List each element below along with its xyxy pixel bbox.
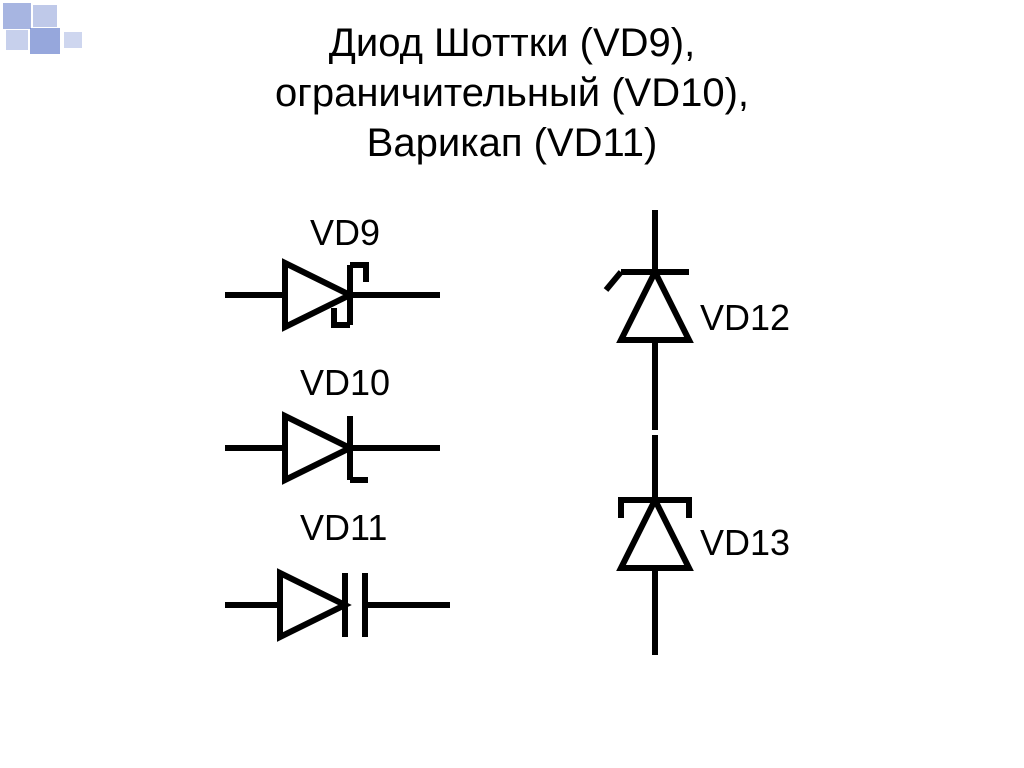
label-vd10: VD10 xyxy=(300,362,390,403)
title-line-1: Диод Шоттки (VD9), xyxy=(329,21,695,65)
symbol-vd13-tunnel: VD13 xyxy=(621,435,790,655)
label-vd13: VD13 xyxy=(700,522,790,563)
diode-symbols-diagram: VD9 VD10 VD11 VD12 xyxy=(0,210,1024,750)
vd10-triangle xyxy=(285,416,350,480)
vd12-triangle xyxy=(621,272,689,340)
vd9-triangle xyxy=(285,263,350,327)
vd13-bracket-bar xyxy=(621,500,689,518)
label-vd11: VD11 xyxy=(300,507,387,548)
symbol-vd9-schottky: VD9 xyxy=(225,212,440,327)
symbol-vd12-zener: VD12 xyxy=(606,210,790,430)
vd13-triangle xyxy=(621,500,689,568)
title-line-2: ограничительный (VD10), xyxy=(275,71,749,115)
symbol-vd11-varicap: VD11 xyxy=(225,507,450,637)
vd12-zener-wing xyxy=(606,272,621,290)
label-vd12: VD12 xyxy=(700,297,790,338)
label-vd9: VD9 xyxy=(310,212,380,253)
title-line-3: Варикап (VD11) xyxy=(367,121,658,165)
page-title: Диод Шоттки (VD9), ограничительный (VD10… xyxy=(0,18,1024,168)
symbol-vd10-limiting: VD10 xyxy=(225,362,440,480)
vd11-triangle xyxy=(280,573,345,637)
